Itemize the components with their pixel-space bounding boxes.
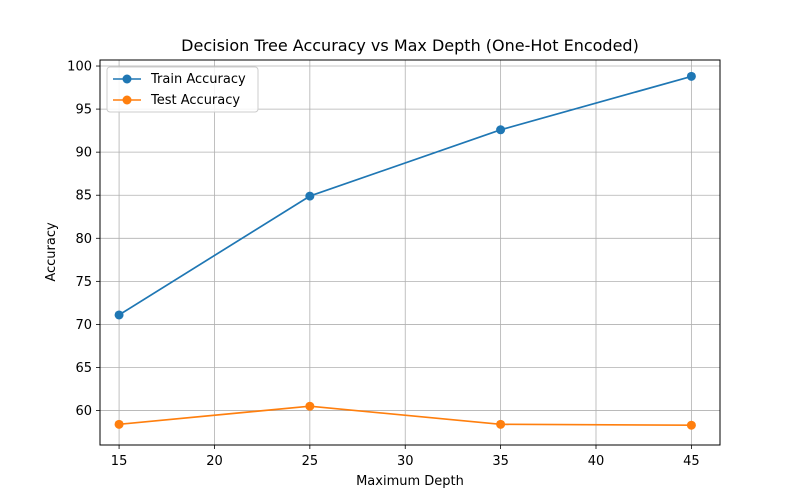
series-line-train-accuracy [118,75,692,316]
grid-lines [100,60,720,445]
data-point-train-accuracy-35 [496,125,506,135]
legend-test-label: Test Accuracy [150,93,240,108]
y-tick-label-85: 85 [75,189,92,204]
x-tick-label-20: 20 [206,454,223,469]
y-tick-label-65: 65 [75,361,92,376]
data-point-train-accuracy-45 [686,71,696,81]
x-tick-label-25: 25 [302,454,319,469]
y-axis-label: Accuracy [44,222,59,282]
x-axis-label: Maximum Depth [356,474,464,489]
x-tick-label-30: 30 [397,454,414,469]
y-tick-label-70: 70 [75,318,92,333]
data-point-test-accuracy-15 [114,419,124,429]
legend-train-marker [122,74,132,84]
legend: Train Accuracy Test Accuracy [106,66,259,113]
data-point-test-accuracy-25 [305,401,315,411]
y-tick-label-95: 95 [75,103,92,118]
chart-title: Decision Tree Accuracy vs Max Depth (One… [181,36,639,55]
y-tick-label-90: 90 [75,146,92,161]
data-point-train-accuracy-25 [305,191,315,201]
x-tick-label-45: 45 [683,454,700,469]
legend-box [106,66,259,113]
legend-train-label: Train Accuracy [150,72,246,87]
y-tick-label-100: 100 [67,60,92,75]
data-point-test-accuracy-35 [496,419,506,429]
series-line-test-accuracy [119,405,692,427]
x-tick-label-35: 35 [492,454,509,469]
x-tick-label-15: 15 [111,454,128,469]
data-point-train-accuracy-15 [114,310,124,320]
series-lines [114,71,696,430]
y-tick-label-75: 75 [75,275,92,290]
y-tick-label-60: 60 [75,404,92,419]
y-tick-label-80: 80 [75,232,92,247]
x-tick-label-40: 40 [588,454,605,469]
plot-frame [99,59,721,446]
data-point-test-accuracy-45 [686,420,696,430]
axis-ticks: 15 20 25 30 35 40 45 60 65 70 75 80 85 90 95 100 [67,60,699,469]
plot-area: 15 20 25 30 35 40 45 60 65 70 75 80 85 90 95 100 [67,59,721,469]
legend-test-marker [122,95,132,105]
